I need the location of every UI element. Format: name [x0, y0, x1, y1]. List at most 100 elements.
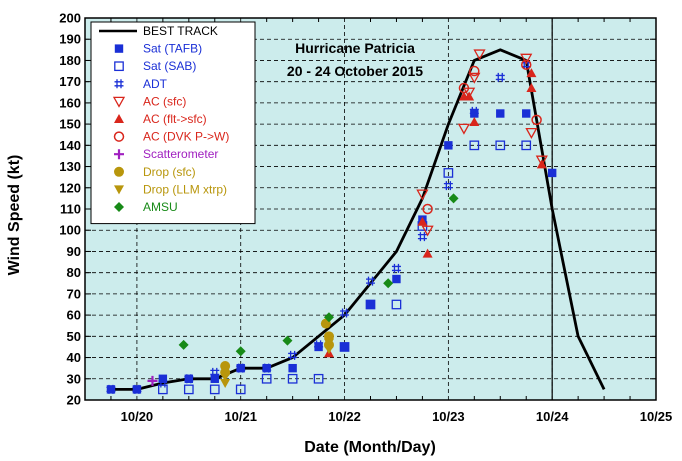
point-drop-llm-xtrp	[220, 379, 231, 389]
point-adt	[262, 363, 272, 373]
point-amsu	[448, 193, 459, 204]
legend-label-best-track: BEST TRACK	[143, 24, 218, 38]
y-tick-label: 20	[67, 393, 81, 408]
legend: BEST TRACK Sat (TAFB) Sat (SAB) ADT AC (sfc)…	[90, 21, 256, 225]
point-ac-flt-sfc	[417, 216, 428, 226]
point-ac-flt-sfc	[469, 116, 480, 126]
point-adt	[443, 181, 453, 191]
y-tick-label: 110	[60, 202, 81, 217]
x-tick-label: 10/25	[640, 409, 673, 424]
point-sat-sab	[209, 384, 220, 395]
point-sat-tafb	[184, 374, 194, 383]
point-sat-sab	[313, 373, 324, 384]
point-ac-flt-sfc	[526, 68, 537, 78]
point-ac-sfc	[535, 155, 548, 167]
point-sat-tafb	[158, 374, 168, 383]
legend-marker-amsu	[114, 202, 124, 212]
point-adt	[495, 72, 505, 82]
point-adt	[314, 340, 324, 350]
point-sat-tafb	[262, 363, 271, 373]
point-sat-sab	[443, 168, 454, 178]
y-tick-label: 50	[67, 329, 81, 344]
y-tick-label: 190	[59, 32, 81, 47]
point-sat-tafb	[366, 300, 375, 309]
point-ac-sfc	[457, 123, 471, 135]
legend-marker-drop-sfc	[114, 166, 124, 177]
point-ac-dvk-p-w	[422, 203, 433, 215]
y-tick-label: 120	[59, 180, 81, 195]
point-adt	[106, 384, 116, 394]
point-sat-sab	[339, 342, 350, 352]
legend-marker-ac-dvk-p-w	[113, 131, 125, 142]
legend-label-amsu: AMSU	[143, 200, 178, 214]
legend-marker-ac-sfc	[112, 96, 126, 108]
point-sat-sab	[261, 373, 272, 384]
best-track-line	[111, 48, 606, 391]
point-ac-flt-sfc	[464, 91, 475, 101]
point-sat-tafb	[106, 385, 116, 394]
point-sat-sab	[183, 384, 194, 395]
y-tick-label: 160	[59, 95, 81, 110]
point-adt	[521, 60, 531, 70]
point-ac-dvk-p-w	[531, 114, 542, 126]
point-sat-tafb	[547, 168, 557, 178]
legend-label-ac-sfc: AC (sfc)	[143, 94, 186, 108]
legend-marker-adt	[114, 79, 124, 89]
point-amsu	[235, 346, 246, 357]
point-adt	[158, 378, 168, 388]
point-adt	[210, 367, 220, 377]
point-scatterometer	[147, 375, 158, 386]
point-sat-sab	[495, 140, 506, 151]
point-ac-sfc	[468, 72, 481, 84]
point-sat-tafb	[444, 141, 453, 150]
point-sat-tafb	[496, 109, 505, 118]
chart-subtitle: 20 - 24 October 2015	[287, 63, 423, 79]
point-sat-sab	[469, 140, 480, 151]
point-ac-dvk-p-w	[469, 65, 480, 77]
legend-marker-drop-llm-xtrp	[114, 185, 124, 195]
point-drop-llm-xtrp	[220, 372, 231, 382]
point-ac-sfc	[525, 127, 538, 139]
point-adt	[391, 263, 401, 273]
point-adt	[366, 276, 375, 286]
x-tick-label: 10/24	[536, 409, 569, 424]
y-tick-label: 140	[59, 138, 81, 153]
point-adt	[132, 384, 142, 394]
point-adt	[236, 363, 246, 373]
point-sat-tafb	[132, 385, 142, 394]
point-amsu	[282, 335, 293, 346]
legend-label-sat-tafb: Sat (TAFB)	[143, 42, 202, 56]
point-ac-sfc	[473, 49, 486, 61]
legend-label-drop-llm-xtrp: Drop (LLM xtrp)	[143, 182, 227, 196]
point-amsu	[178, 339, 189, 350]
point-drop-llm-xtrp	[323, 338, 334, 348]
point-ac-sfc	[520, 53, 533, 65]
point-sat-tafb	[340, 342, 349, 352]
x-axis-label: Date (Month/Day)	[304, 439, 436, 456]
point-sat-tafb	[288, 363, 297, 373]
point-ac-sfc	[421, 225, 434, 237]
y-tick-label: 150	[59, 117, 81, 132]
point-sat-tafb	[236, 363, 245, 373]
legend-marker-sat-tafb	[114, 44, 124, 53]
point-sat-tafb	[392, 274, 401, 284]
point-sat-sab	[287, 373, 298, 384]
legend-label-adt: ADT	[143, 77, 168, 91]
chart-title: Hurricane Patricia	[295, 40, 415, 56]
point-ac-dvk-p-w	[520, 59, 532, 70]
y-tick-label: 130	[59, 159, 81, 174]
y-tick-label: 170	[59, 74, 81, 89]
point-ac-sfc	[416, 189, 429, 201]
legend-label-sat-sab: Sat (SAB)	[143, 59, 196, 73]
point-sat-sab	[235, 384, 246, 395]
point-ac-dvk-p-w	[458, 82, 470, 94]
y-tick-label: 70	[67, 286, 81, 301]
legend-label-ac-dvk-p-w: AC (DVK P->W)	[143, 130, 229, 144]
point-drop-sfc	[220, 361, 231, 372]
point-adt	[340, 308, 350, 318]
x-tick-label: 10/23	[432, 409, 465, 424]
point-sat-sab	[521, 140, 532, 151]
y-tick-label: 90	[67, 244, 81, 259]
